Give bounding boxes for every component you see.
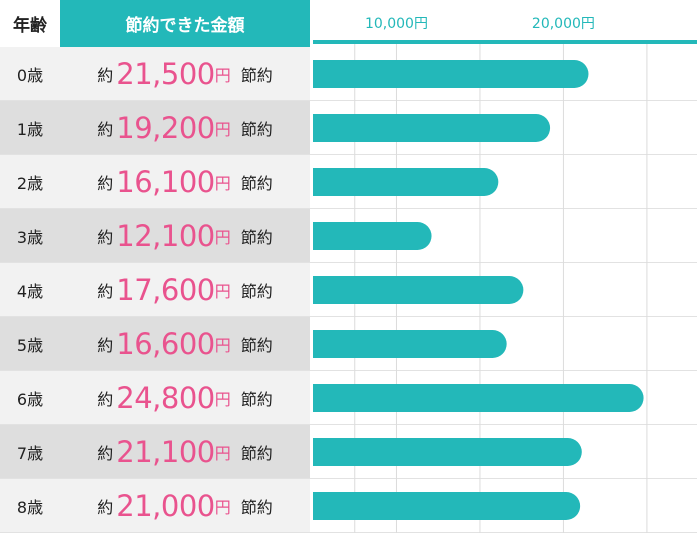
amount-prefix: 約: [97, 335, 114, 355]
row-divider: [0, 478, 697, 479]
table-row: 7歳約 21,100 円節約: [0, 425, 697, 479]
bar-1: [313, 114, 551, 142]
bar-3: [313, 222, 432, 250]
age-label: 8歳: [0, 479, 60, 532]
row-divider: [0, 100, 697, 101]
amount-value: 12,100: [116, 218, 215, 253]
amount-value: 17,600: [116, 272, 215, 307]
age-label: 6歳: [0, 371, 60, 424]
amount-suffix: 節約: [240, 389, 273, 409]
saved-amount-cell: 約 19,200 円節約: [60, 101, 310, 154]
age-label: 4歳: [0, 263, 60, 316]
age-label: 0歳: [0, 47, 60, 100]
table-row: 1歳約 19,200 円節約: [0, 101, 697, 155]
table-row: 2歳約 16,100 円節約: [0, 155, 697, 209]
saved-amount-cell: 約 16,600 円節約: [60, 317, 310, 370]
table-row: 6歳約 24,800 円節約: [0, 371, 697, 425]
saved-amount-cell: 約 12,100 円節約: [60, 209, 310, 262]
amount-suffix: 節約: [240, 497, 273, 517]
bar-8: [313, 492, 581, 520]
amount-value: 21,000: [116, 488, 215, 523]
age-label: 1歳: [0, 101, 60, 154]
bar-2: [313, 168, 499, 196]
bar-5: [313, 330, 507, 358]
age-label: 2歳: [0, 155, 60, 208]
amount-suffix: 節約: [240, 281, 273, 301]
amount-unit: 円: [214, 389, 231, 409]
amount-unit: 円: [214, 119, 231, 139]
amount-prefix: 約: [97, 497, 114, 517]
saved-amount-cell: 約 21,100 円節約: [60, 425, 310, 478]
row-divider: [0, 370, 697, 371]
amount-prefix: 約: [97, 173, 114, 193]
table-row: 3歳約 12,100 円節約: [0, 209, 697, 263]
amount-prefix: 約: [97, 389, 114, 409]
age-label: 3歳: [0, 209, 60, 262]
bar-6: [313, 384, 644, 412]
amount-unit: 円: [214, 335, 231, 355]
amount-prefix: 約: [97, 119, 114, 139]
amount-suffix: 節約: [240, 119, 273, 139]
amount-unit: 円: [214, 65, 231, 85]
amount-value: 16,600: [116, 326, 215, 361]
row-divider: [0, 424, 697, 425]
amount-suffix: 節約: [240, 173, 273, 193]
amount-unit: 円: [214, 173, 231, 193]
amount-suffix: 節約: [240, 335, 273, 355]
amount-suffix: 節約: [240, 227, 273, 247]
amount-value: 21,500: [116, 56, 215, 91]
amount-prefix: 約: [97, 227, 114, 247]
row-divider: [0, 154, 697, 155]
amount-suffix: 節約: [240, 443, 273, 463]
saved-amount-cell: 約 21,000 円節約: [60, 479, 310, 532]
row-divider: [0, 208, 697, 209]
bar-7: [313, 438, 582, 466]
amount-unit: 円: [214, 281, 231, 301]
row-divider: [0, 316, 697, 317]
table-row: 5歳約 16,600 円節約: [0, 317, 697, 371]
age-label: 5歳: [0, 317, 60, 370]
saved-amount-cell: 約 16,100 円節約: [60, 155, 310, 208]
amount-value: 24,800: [116, 380, 215, 415]
table-row: 0歳約 21,500 円節約: [0, 47, 697, 101]
saved-amount-column-header: 節約できた金額: [60, 0, 310, 47]
amount-unit: 円: [214, 497, 231, 517]
saved-amount-cell: 約 24,800 円節約: [60, 371, 310, 424]
amount-suffix: 節約: [240, 65, 273, 85]
saved-amount-cell: 約 21,500 円節約: [60, 47, 310, 100]
age-column-header: 年齢: [0, 0, 60, 47]
amount-prefix: 約: [97, 443, 114, 463]
bar-4: [313, 276, 524, 304]
row-divider: [0, 262, 697, 263]
age-label: 7歳: [0, 425, 60, 478]
table-row: 4歳約 17,600 円節約: [0, 263, 697, 317]
saved-amount-cell: 約 17,600 円節約: [60, 263, 310, 316]
amount-value: 19,200: [116, 110, 215, 145]
amount-unit: 円: [214, 227, 231, 247]
x-axis-line: [313, 40, 697, 44]
amount-value: 21,100: [116, 434, 215, 469]
x-tick-label: 20,000円: [531, 16, 595, 32]
table-row: 8歳約 21,000 円節約: [0, 479, 697, 533]
amount-unit: 円: [214, 443, 231, 463]
amount-value: 16,100: [116, 164, 215, 199]
bar-0: [313, 60, 589, 88]
amount-prefix: 約: [97, 281, 114, 301]
amount-prefix: 約: [97, 65, 114, 85]
x-tick-label: 10,000円: [364, 16, 428, 32]
